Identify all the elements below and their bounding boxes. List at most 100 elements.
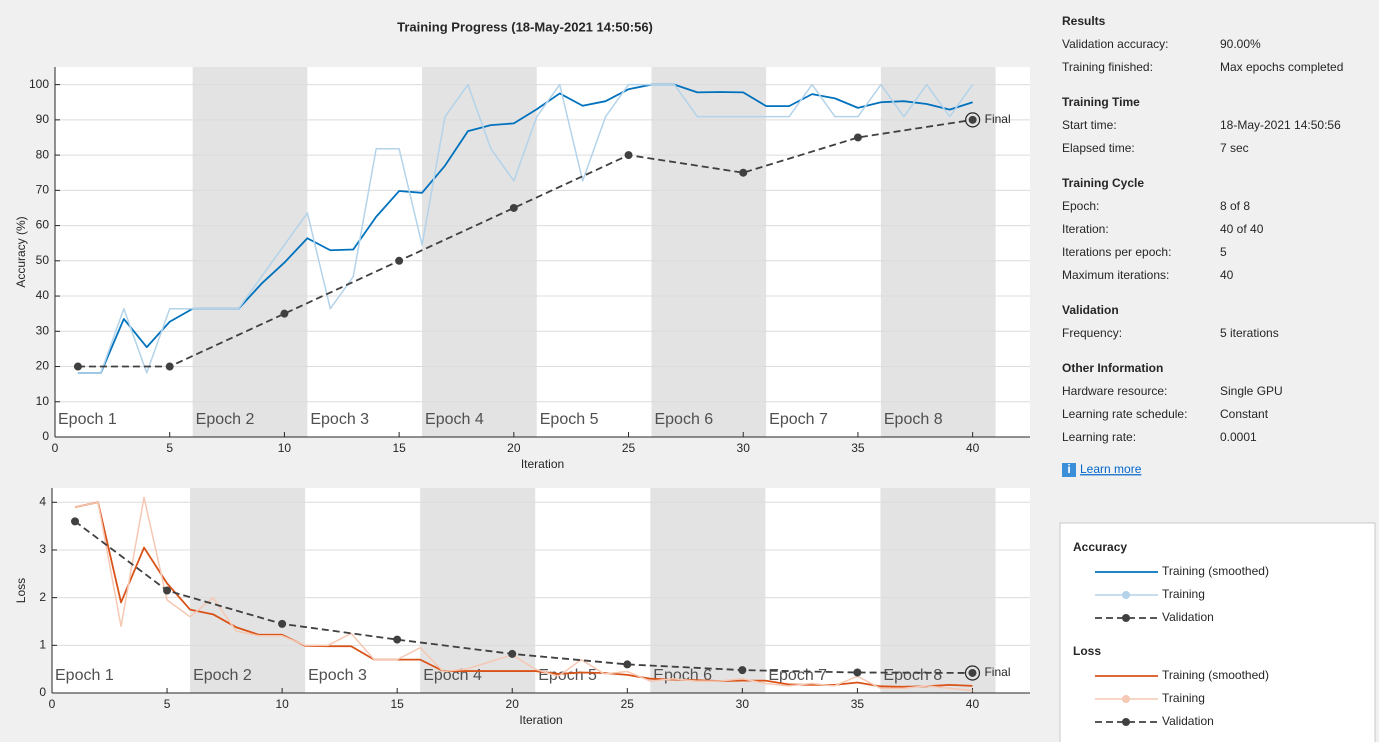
x-tick-label: 5 xyxy=(164,697,171,711)
x-tick-label: 15 xyxy=(392,441,406,455)
x-axis-label: Iteration xyxy=(521,457,564,471)
y-tick-label: 1 xyxy=(39,637,46,651)
y-tick-label: 70 xyxy=(36,183,50,197)
info-icon xyxy=(1062,463,1076,477)
x-tick-label: 40 xyxy=(966,441,980,455)
epoch-label: Epoch 1 xyxy=(55,667,114,684)
epoch-label: Epoch 5 xyxy=(538,667,597,684)
legend-label: Training xyxy=(1162,691,1205,705)
x-tick-label: 5 xyxy=(166,441,173,455)
info-value: 40 of 40 xyxy=(1220,222,1264,236)
info-value: 0.0001 xyxy=(1220,430,1257,444)
legend-box xyxy=(1059,522,1376,742)
epoch-band xyxy=(420,488,536,693)
x-tick-label: 25 xyxy=(621,697,635,711)
validation-marker xyxy=(71,517,80,526)
section-heading: Training Cycle xyxy=(1062,176,1144,190)
legend-label: Training (smoothed) xyxy=(1162,564,1269,578)
y-tick-label: 3 xyxy=(39,542,46,556)
info-value: 18-May-2021 14:50:56 xyxy=(1220,118,1341,132)
validation-marker xyxy=(738,666,747,675)
epoch-band xyxy=(190,488,306,693)
epoch-label: Epoch 7 xyxy=(769,411,828,428)
validation-marker xyxy=(278,619,287,628)
info-label: Learning rate: xyxy=(1062,430,1136,444)
y-tick-label: 90 xyxy=(36,112,50,126)
legend-marker xyxy=(1122,614,1130,622)
legend-label: Training xyxy=(1162,587,1205,601)
info-label: Training finished: xyxy=(1062,60,1153,74)
x-tick-label: 40 xyxy=(966,697,980,711)
legend-marker xyxy=(1122,591,1130,599)
validation-marker xyxy=(968,115,977,124)
epoch-band xyxy=(422,67,537,437)
validation-marker xyxy=(509,203,518,212)
x-tick-label: 10 xyxy=(278,441,292,455)
epoch-band xyxy=(192,67,308,437)
section-heading: Training Time xyxy=(1062,95,1140,109)
x-tick-label: 35 xyxy=(851,697,865,711)
validation-marker xyxy=(163,586,172,595)
epoch-label: Epoch 6 xyxy=(654,411,713,428)
info-label: Validation accuracy: xyxy=(1062,37,1169,51)
validation-marker xyxy=(623,660,632,669)
y-axis-label: Accuracy (%) xyxy=(14,216,28,287)
y-tick-label: 40 xyxy=(36,288,50,302)
y-tick-label: 100 xyxy=(29,77,49,91)
legend-marker xyxy=(1122,695,1130,703)
info-value: 5 xyxy=(1220,245,1227,259)
series-line xyxy=(77,118,973,368)
info-value: 40 xyxy=(1220,268,1234,282)
epoch-band xyxy=(880,488,996,693)
validation-marker xyxy=(393,635,402,644)
info-label: Maximum iterations: xyxy=(1062,268,1169,282)
section-heading: Results xyxy=(1062,14,1106,28)
legend-heading: Accuracy xyxy=(1073,540,1127,554)
info-label: Hardware resource: xyxy=(1062,384,1167,398)
x-tick-label: 20 xyxy=(506,697,520,711)
validation-marker xyxy=(280,309,289,318)
x-tick-label: 35 xyxy=(851,441,865,455)
y-axis-label: Loss xyxy=(14,578,28,603)
epoch-label: Epoch 8 xyxy=(883,667,942,684)
info-value: Max epochs completed xyxy=(1220,60,1343,74)
validation-marker xyxy=(853,133,862,142)
info-value: Single GPU xyxy=(1220,384,1283,398)
y-tick-label: 2 xyxy=(39,590,46,604)
y-tick-label: 80 xyxy=(36,147,50,161)
x-tick-label: 30 xyxy=(737,441,751,455)
validation-marker xyxy=(968,668,977,677)
epoch-label: Epoch 5 xyxy=(540,411,599,428)
epoch-label: Epoch 1 xyxy=(58,411,117,428)
final-label: Final xyxy=(984,665,1010,679)
learn-more-link[interactable]: Learn more xyxy=(1080,462,1142,476)
validation-marker xyxy=(73,362,82,371)
legend-marker xyxy=(1122,718,1130,726)
epoch-band xyxy=(651,67,767,437)
info-value: 8 of 8 xyxy=(1220,199,1250,213)
x-axis-label: Iteration xyxy=(519,713,562,727)
section-heading: Other Information xyxy=(1062,361,1163,375)
y-tick-label: 10 xyxy=(36,394,50,408)
legend-label: Training (smoothed) xyxy=(1162,668,1269,682)
info-value: 7 sec xyxy=(1220,141,1249,155)
info-icon-glyph: i xyxy=(1067,462,1070,476)
info-label: Elapsed time: xyxy=(1062,141,1135,155)
x-tick-label: 25 xyxy=(622,441,636,455)
info-value: 90.00% xyxy=(1220,37,1261,51)
final-label: Final xyxy=(985,112,1011,126)
legend-heading: Loss xyxy=(1073,644,1101,658)
final-ring xyxy=(964,665,981,681)
epoch-label: Epoch 4 xyxy=(423,667,482,684)
series-line xyxy=(74,496,973,692)
epoch-label: Epoch 3 xyxy=(308,667,367,684)
y-tick-label: 0 xyxy=(42,429,49,443)
info-label: Iterations per epoch: xyxy=(1062,245,1171,259)
title: Training Progress (18-May-2021 14:50:56) xyxy=(397,19,653,34)
y-tick-label: 4 xyxy=(39,494,46,508)
info-value: Constant xyxy=(1220,407,1269,421)
validation-marker xyxy=(395,256,404,265)
y-tick-label: 50 xyxy=(36,253,50,267)
